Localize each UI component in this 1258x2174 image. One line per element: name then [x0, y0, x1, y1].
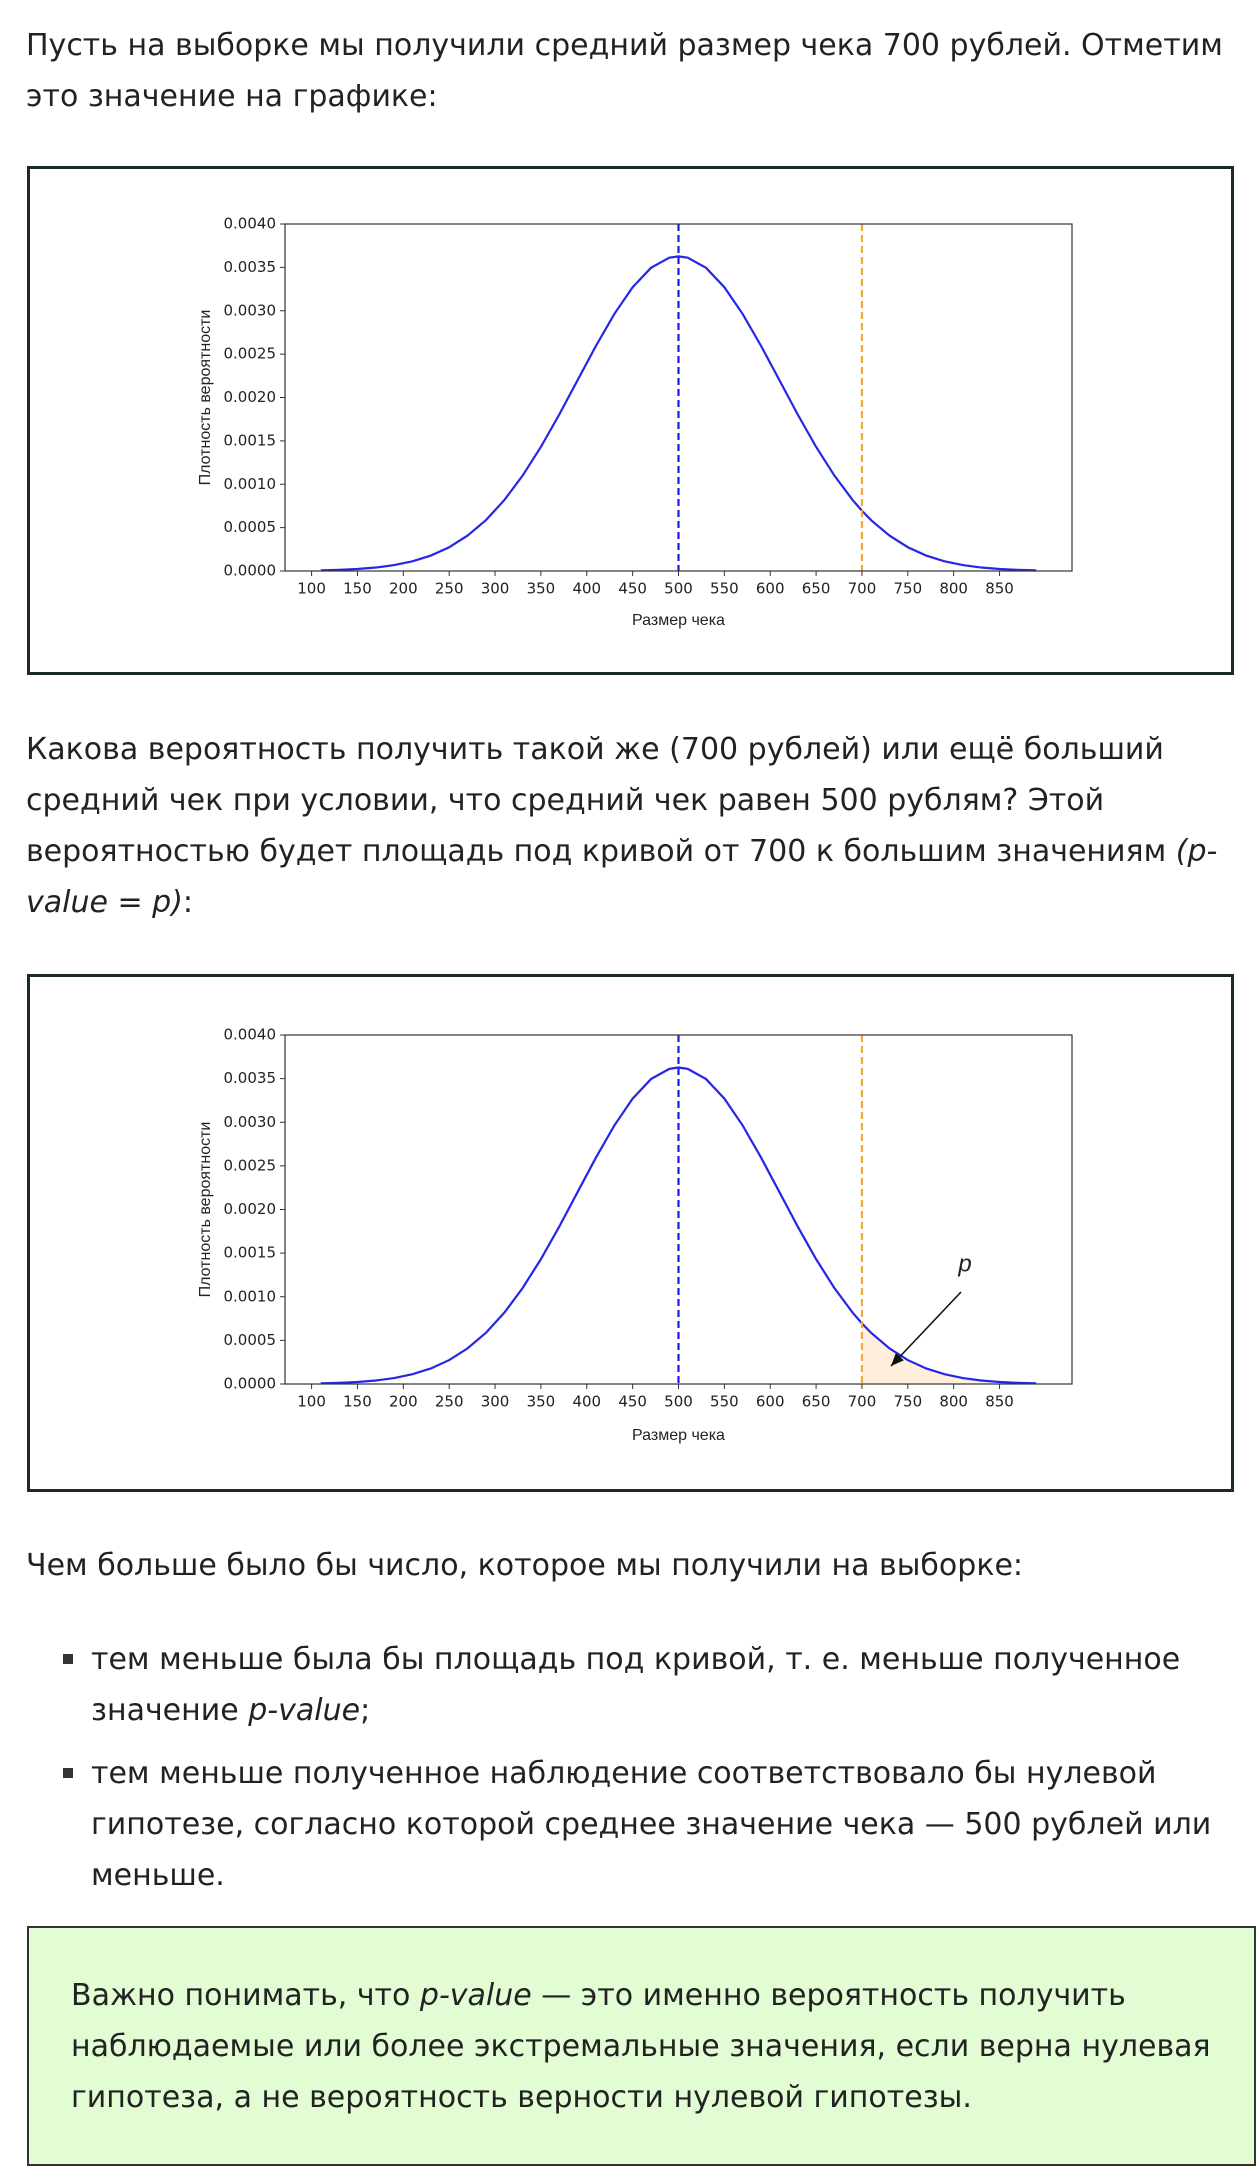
x-tick-label: 650: [802, 1393, 831, 1411]
chart-frame: 0.0000 0.0005 0.0010 0.0015 0.0020 0.0025 0.00…: [27, 974, 1234, 1492]
text: тем меньше полученное наблюдение соответ…: [91, 1756, 1212, 1893]
y-tick-label: 0.0000: [224, 562, 277, 580]
emphasis: p-value: [419, 1978, 532, 2013]
x-tick-label: 800: [939, 1393, 968, 1411]
x-tick-label: 600: [756, 1393, 785, 1411]
x-tick-label: 350: [527, 1393, 556, 1411]
chart: 0.0000 0.0005 0.0010 0.0015 0.0020 0.0025 0.00…: [197, 1026, 1073, 1444]
bullet-marker: [63, 1654, 73, 1664]
bullet-item: тем меньше полученное наблюдение соответ…: [91, 1748, 1221, 1901]
y-tick-label: 0.0025: [224, 1156, 277, 1174]
y-axis-label: Плотность вероятности: [197, 1122, 214, 1298]
x-tick-label: 400: [572, 1393, 601, 1411]
text: — это именно вероятность получить наблюд…: [71, 1978, 1211, 2115]
x-tick-label: 550: [710, 580, 739, 598]
emphasis: p-value: [248, 1693, 361, 1728]
y-tick-label: 0.0025: [224, 345, 277, 363]
x-tick-label: 550: [710, 1393, 739, 1411]
text: Важно понимать, что: [71, 1978, 420, 2013]
y-tick-label: 0.0020: [224, 1200, 277, 1218]
y-tick-label: 0.0040: [224, 215, 277, 233]
y-tick-label: 0.0020: [224, 388, 277, 406]
lead-in-paragraph: Чем больше было бы число, которое мы пол…: [26, 1548, 1024, 1583]
x-tick-label: 200: [389, 1393, 418, 1411]
text: :: [182, 885, 194, 920]
x-tick-label: 750: [893, 580, 922, 598]
y-tick-label: 0.0005: [224, 518, 277, 536]
x-tick-label: 500: [664, 580, 693, 598]
callout-text: Важно понимать, что p-value — это именно…: [71, 1970, 1234, 2123]
x-tick-label: 400: [572, 580, 601, 598]
bullet-item: тем меньше была бы площадь под кривой, т…: [91, 1634, 1221, 1736]
annotation-arrow: [890, 1291, 962, 1367]
x-tick-label: 350: [527, 580, 556, 598]
text: Какова вероятность получить такой же (70…: [26, 732, 1176, 869]
x-tick-label: 200: [389, 580, 418, 598]
x-tick-label: 800: [939, 580, 968, 598]
x-tick-label: 650: [802, 580, 831, 598]
y-tick-label: 0.0005: [224, 1331, 277, 1349]
x-tick-label: 750: [893, 1393, 922, 1411]
x-tick-label: 450: [618, 580, 647, 598]
emphasis: (p-value = p): [26, 834, 1218, 920]
x-tick-label: 300: [481, 1393, 510, 1411]
bullet-marker: [63, 1768, 73, 1778]
y-tick-label: 0.0035: [224, 258, 277, 276]
y-tick-label: 0.0030: [224, 1113, 277, 1131]
density-curve: [320, 255, 1037, 572]
x-tick-label: 500: [664, 1393, 693, 1411]
x-tick-label: 850: [985, 580, 1014, 598]
x-tick-label: 100: [297, 580, 326, 598]
x-tick-label: 600: [756, 580, 785, 598]
plot-frame: [284, 223, 1073, 572]
text: ;: [360, 1693, 371, 1728]
y-tick-label: 0.0015: [224, 431, 277, 449]
x-tick-label: 250: [435, 1393, 464, 1411]
annotation: p: [957, 1250, 971, 1277]
shaded-area: [861, 1323, 1037, 1384]
y-tick-label: 0.0040: [224, 1026, 277, 1044]
callout: Важно понимать, что p-value — это именно…: [27, 1926, 1256, 2166]
x-tick-label: 450: [618, 1393, 647, 1411]
question-paragraph: Какова вероятность получить такой же (70…: [26, 724, 1231, 928]
text: тем меньше была бы площадь под кривой, т…: [91, 1642, 1181, 1728]
x-axis-label: Размер чека: [632, 1427, 725, 1444]
y-axis-label: Плотность вероятности: [197, 310, 214, 486]
x-tick-label: 850: [985, 1393, 1014, 1411]
plot-frame: [284, 1034, 1073, 1385]
y-tick-label: 0.0030: [224, 301, 277, 319]
x-tick-label: 250: [435, 580, 464, 598]
x-tick-label: 150: [343, 1393, 372, 1411]
x-tick-label: 300: [481, 580, 510, 598]
y-tick-label: 0.0000: [224, 1375, 277, 1393]
x-tick-label: 700: [848, 1393, 877, 1411]
x-tick-label: 700: [848, 580, 877, 598]
chart: 0.0000 0.0005 0.0010 0.0015 0.0020 0.0025 0.00…: [197, 215, 1073, 629]
x-tick-label: 100: [297, 1393, 326, 1411]
density-curve: [320, 1066, 1037, 1385]
arrow-head: [891, 1352, 904, 1366]
x-tick-label: 150: [343, 580, 372, 598]
x-axis-label: Размер чека: [632, 612, 725, 629]
chart-frame: 0.0000 0.0005 0.0010 0.0015 0.0020 0.0025 0.00…: [27, 166, 1234, 675]
y-tick-label: 0.0010: [224, 475, 277, 493]
y-tick-label: 0.0035: [224, 1069, 277, 1087]
y-tick-label: 0.0010: [224, 1287, 277, 1305]
intro-paragraph: Пусть на выборке мы получили средний раз…: [26, 28, 1223, 114]
y-tick-label: 0.0015: [224, 1244, 277, 1262]
